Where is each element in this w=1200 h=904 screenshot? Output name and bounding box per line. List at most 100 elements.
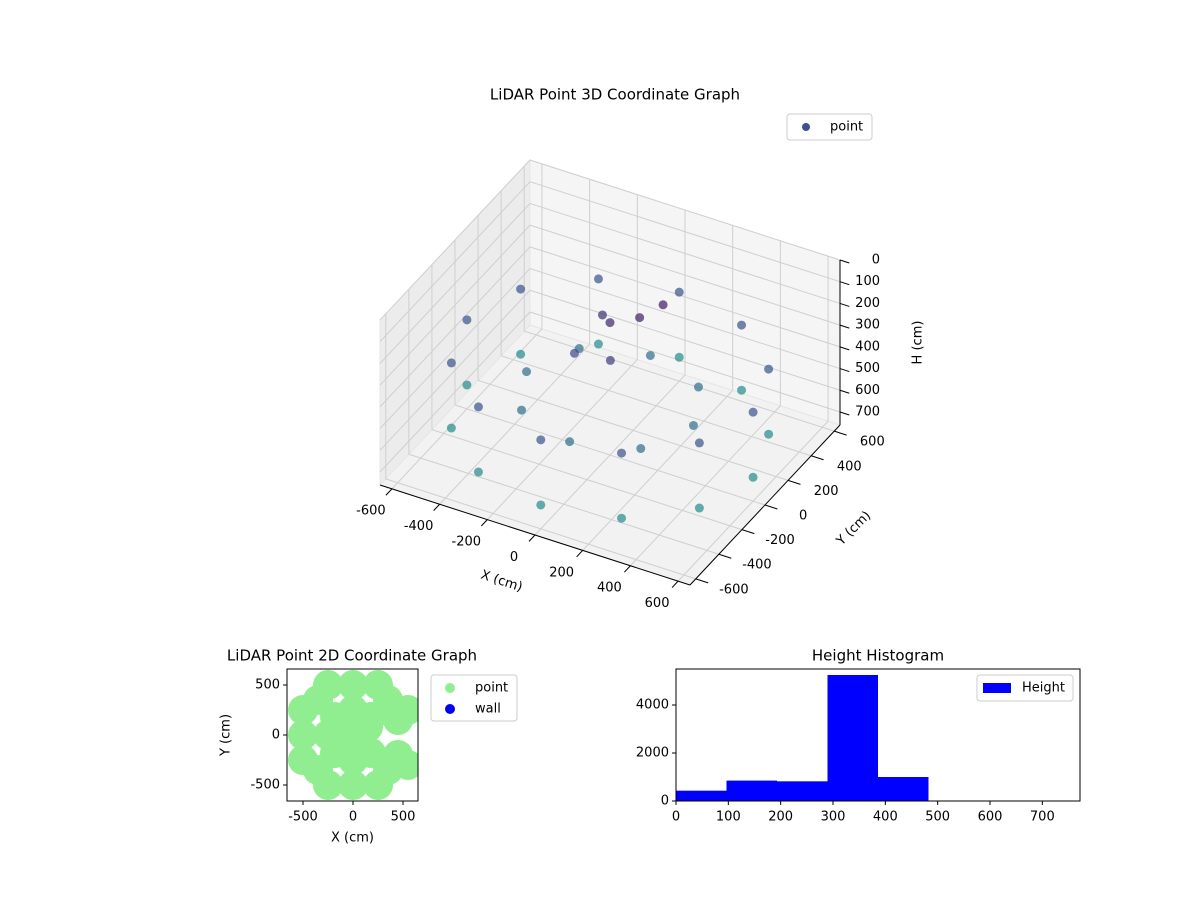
x-tick-label: 600 [978,810,1003,825]
point [516,284,526,294]
x-tick-label: 500 [925,810,950,825]
grid-line [477,379,789,481]
grid-line [379,181,531,343]
legend-box [976,674,1074,702]
y-tick [811,455,824,461]
point [748,407,758,417]
y-tick-label: 200 [814,484,839,499]
point [536,500,546,510]
y-tick [787,479,801,485]
z-axis-label: H (cm) [911,321,926,365]
legend-box [786,113,873,141]
y-axis-line [689,424,841,586]
grid-line [529,202,841,304]
point [565,437,575,447]
point [446,358,456,368]
grid-line [529,289,841,391]
legend-label: Height [1022,681,1065,696]
point [674,352,684,362]
x-tick [624,565,631,573]
grid-line [408,453,719,555]
points [288,670,418,800]
x-tick-label: 0 [349,810,357,825]
x-tick-label: -600 [356,504,386,519]
z-tick-label: 600 [855,383,880,398]
x-tick [385,488,393,496]
point [597,310,607,320]
y-axis-label: Y (cm) [833,508,874,549]
bar [726,780,777,801]
legend-marker [983,683,1011,693]
z-tick-label: 300 [855,318,880,333]
z-tick-label: 500 [855,361,880,376]
y-tick [741,529,755,535]
legend-box [430,674,518,722]
point [593,339,603,349]
z-tick-label: 0 [872,253,880,268]
y-tick-label: -400 [742,558,772,573]
point [605,355,615,365]
legend-marker [445,683,455,693]
z-tick [839,346,850,351]
point [462,315,472,325]
x-tick-label: 300 [821,810,846,825]
x-tick-label: 200 [549,565,574,580]
z-tick [839,259,850,264]
grid-line [529,159,841,261]
point [338,670,368,700]
point [363,670,393,700]
y-tick-label: 600 [860,435,885,450]
y-axis-label: Y (cm) [219,714,234,757]
grid-line [379,224,531,386]
x-tick [433,503,440,511]
legend-label: wall [475,702,501,717]
point [764,429,774,439]
x-axis-label: X (cm) [331,831,374,846]
legend-label: point [475,681,508,696]
point [288,745,318,775]
grid-line [379,246,531,408]
y-tick-label: 0 [272,728,280,743]
grid-line [529,246,841,348]
chart-title: Height Histogram [812,647,944,665]
point [288,720,318,750]
point [313,670,343,700]
point [473,467,483,477]
point [363,770,393,800]
point [517,405,527,415]
z-tick [839,368,850,373]
grid-line [501,355,812,457]
legend-marker [445,704,455,714]
point [688,420,698,430]
y-tick-label: -500 [250,778,280,793]
grid-line [529,311,841,413]
bar [777,781,828,801]
point [393,750,418,780]
x-axis-line [379,484,691,586]
bar [676,790,727,801]
point [288,695,318,725]
point [635,313,645,323]
x-tick-label: 700 [1030,810,1055,825]
grid-line [379,203,531,364]
x-tick-label: 600 [645,596,670,611]
grid-line [379,268,531,429]
z-tick [839,324,850,329]
point [446,423,456,433]
y-tick-label: 400 [837,459,862,474]
point [617,513,627,523]
x-tick-label: 100 [716,810,741,825]
z-tick-label: 700 [855,404,880,419]
y-tick [834,430,847,436]
point [473,402,483,412]
grid-line [431,429,743,531]
point [674,287,684,297]
y-tick-label: 0 [799,509,807,524]
x-axis-label: X (cm) [479,568,525,596]
y-tick-label: 0 [661,794,669,809]
z-tick-label: 200 [855,296,880,311]
x-tick-label: -400 [404,519,434,534]
point [748,472,758,482]
point [605,318,615,328]
axes-frame [675,668,1081,802]
